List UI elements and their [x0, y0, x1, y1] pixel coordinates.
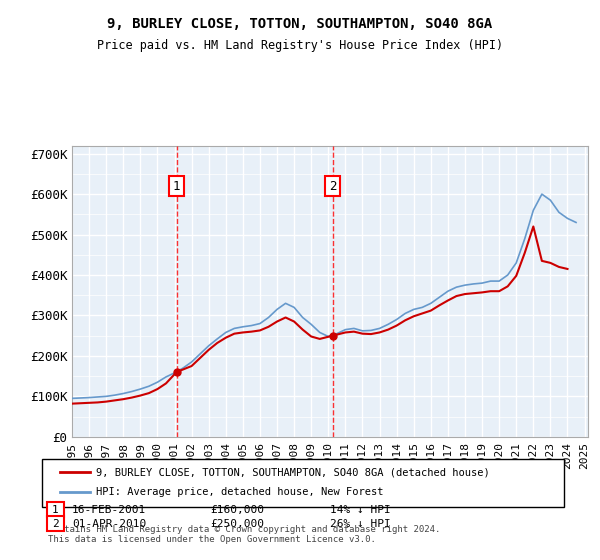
Text: £160,000: £160,000: [210, 505, 264, 515]
Text: 9, BURLEY CLOSE, TOTTON, SOUTHAMPTON, SO40 8GA: 9, BURLEY CLOSE, TOTTON, SOUTHAMPTON, SO…: [107, 17, 493, 31]
Text: 1: 1: [173, 180, 181, 193]
Text: 16-FEB-2001: 16-FEB-2001: [72, 505, 146, 515]
Text: 14% ↓ HPI: 14% ↓ HPI: [330, 505, 391, 515]
Text: 2: 2: [52, 519, 59, 529]
Text: 26% ↓ HPI: 26% ↓ HPI: [330, 519, 391, 529]
Text: Contains HM Land Registry data © Crown copyright and database right 2024.
This d: Contains HM Land Registry data © Crown c…: [48, 525, 440, 544]
Text: 1: 1: [52, 505, 59, 515]
Text: 2: 2: [329, 180, 337, 193]
Text: Price paid vs. HM Land Registry's House Price Index (HPI): Price paid vs. HM Land Registry's House …: [97, 39, 503, 52]
Text: 9, BURLEY CLOSE, TOTTON, SOUTHAMPTON, SO40 8GA (detached house): 9, BURLEY CLOSE, TOTTON, SOUTHAMPTON, SO…: [96, 467, 490, 477]
Text: HPI: Average price, detached house, New Forest: HPI: Average price, detached house, New …: [96, 487, 383, 497]
Text: 01-APR-2010: 01-APR-2010: [72, 519, 146, 529]
Text: £250,000: £250,000: [210, 519, 264, 529]
